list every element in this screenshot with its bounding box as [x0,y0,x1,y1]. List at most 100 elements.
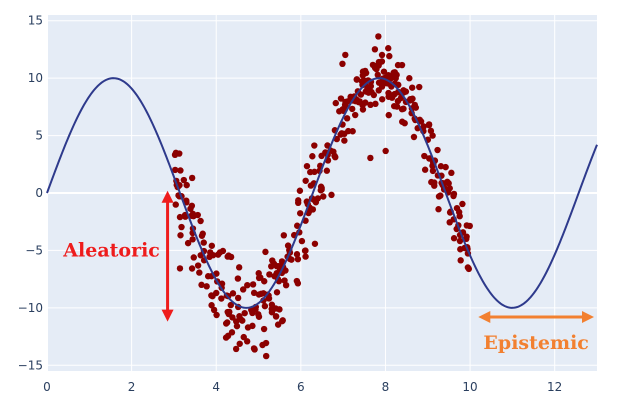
scatter-point [268,263,275,270]
scatter-point [392,75,399,82]
scatter-point [206,253,213,261]
scatter-point [380,68,388,75]
scatter-point [302,177,309,184]
scatter-point [176,150,183,157]
scatter-point [400,87,407,94]
scatter-point [459,200,466,208]
scatter-point [171,166,179,174]
scatter-point [188,202,196,210]
scatter-point [176,265,184,272]
scatter-point [180,176,188,184]
scatter-point [343,115,351,122]
scatter-point [394,61,402,69]
scatter-point [339,60,346,68]
aleatoric-arrowhead-top [161,190,174,203]
scatter-point [375,33,382,40]
scatter-point [177,167,184,174]
scatter-point [302,247,309,254]
scatter-point [337,95,345,102]
epistemic-label: Epistemic [483,332,588,354]
scatter-point [349,128,356,135]
scatter-point [328,191,335,199]
scatter-point [222,320,230,327]
scatter-point [406,75,413,82]
scatter-point [294,199,302,207]
scatter-point [434,146,441,154]
annotations: Aleatoric Epistemic [62,190,594,354]
scatter-point [361,77,368,84]
scatter-point [317,183,325,190]
scatter-point [311,142,318,149]
scatter-point [172,201,179,208]
scatter-point [278,258,286,265]
scatter-point [420,123,427,130]
scatter-point [178,223,185,231]
scatter-point [213,311,220,319]
scatter-point [400,105,407,112]
scatter-point [427,127,435,135]
scatter-point [240,333,247,341]
scatter-point [189,236,196,243]
scatter-point [273,289,281,296]
scatter-point [261,302,269,310]
scatter-point [296,187,304,194]
scatter-point [367,154,374,162]
scatter-point [255,311,262,318]
scatter-point [409,95,416,102]
scatter-point [450,235,458,242]
scatter-point [448,169,455,177]
scatter-point [255,274,263,282]
scatter-point [429,167,437,175]
scatter-point [282,282,290,289]
scatter-point [260,325,268,333]
scatter-point [250,345,258,352]
y-tick-label: 0 [35,186,43,200]
scatter-point [226,308,233,316]
y-tick-label: −15 [18,358,43,372]
scatter-point [385,45,392,52]
y-tick-label: −5 [25,243,43,257]
y-tick-label: 5 [35,129,43,143]
scatter-point [182,213,189,220]
aleatoric-label: Aleatoric [62,239,160,261]
scatter-points [171,33,473,360]
scatter-point [244,324,252,331]
x-tick-label: 8 [382,380,390,394]
scatter-point [257,290,265,298]
scatter-point [183,181,190,189]
scatter-point [262,352,270,360]
scatter-point [294,222,301,229]
x-tick-label: 10 [462,380,477,394]
scatter-point [372,100,379,108]
scatter-point [442,163,449,171]
scatter-point [450,192,457,200]
scatter-point [303,162,311,170]
y-tick-label: 10 [28,71,43,85]
scatter-point [320,193,327,200]
scatter-point [188,174,196,182]
scatter-point [370,91,378,99]
scatter-point [229,314,236,321]
y-tick-label: 15 [28,14,43,28]
scatter-point [210,306,218,314]
scatter-point [250,289,258,297]
epistemic-arrowhead-left [478,311,491,324]
scatter-point [353,76,361,83]
scatter-point [386,52,393,60]
scatter-point [272,313,280,320]
scatter-point [279,317,286,325]
scatter-point [183,197,190,204]
scatter-point [234,275,242,282]
scatter-point [331,152,338,159]
scatter-point [385,89,392,97]
scatter-point [259,341,266,349]
scatter-point [255,270,262,277]
scatter-point [196,269,203,276]
scatter-point [311,168,318,176]
x-axis-ticks: 0 2 4 6 8 10 12 [43,380,562,394]
scatter-point [268,309,276,316]
scatter-point [373,65,380,73]
scatter-point [391,90,398,98]
scatter-point [229,290,237,297]
